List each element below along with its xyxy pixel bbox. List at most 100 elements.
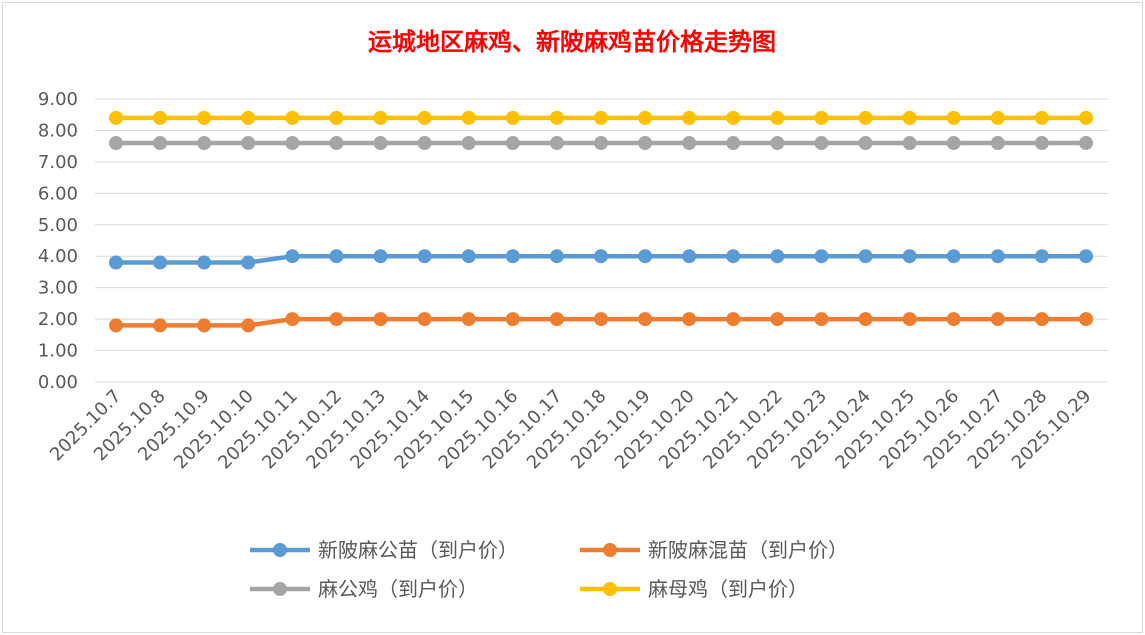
data-point — [109, 318, 123, 333]
data-point — [638, 249, 653, 264]
data-point — [329, 136, 344, 151]
data-point — [638, 110, 653, 125]
chart-title: 运城地区麻鸡、新陂麻鸡苗价格走势图 — [368, 27, 776, 56]
legend-swatch-marker — [603, 582, 617, 596]
series-lines — [109, 110, 1093, 333]
data-point — [505, 110, 520, 125]
y-tick-label: 7.00 — [38, 152, 78, 173]
data-point — [153, 136, 168, 151]
data-point — [153, 318, 168, 333]
data-point — [638, 136, 653, 151]
data-point — [1034, 312, 1049, 327]
data-point — [153, 110, 168, 125]
data-point — [505, 136, 520, 151]
data-point — [329, 110, 344, 125]
gridlines — [95, 98, 1108, 383]
legend-swatch-marker — [603, 543, 617, 557]
data-point — [241, 318, 256, 333]
data-point — [990, 249, 1005, 264]
data-point — [638, 312, 653, 327]
data-point — [726, 110, 741, 125]
legend-item: 麻公鸡（到户价） — [250, 577, 478, 601]
y-tick-label: 6.00 — [38, 183, 78, 204]
data-point — [770, 249, 785, 264]
data-point — [109, 255, 123, 270]
data-point — [197, 255, 212, 270]
series-group — [109, 249, 1093, 270]
data-point — [726, 312, 741, 327]
data-point — [990, 110, 1005, 125]
data-point — [770, 312, 785, 327]
data-point — [1034, 136, 1049, 151]
data-point — [109, 110, 123, 125]
data-point — [549, 249, 564, 264]
legend-swatch-marker — [273, 582, 287, 596]
data-point — [682, 136, 697, 151]
data-point — [373, 312, 388, 327]
data-point — [902, 249, 917, 264]
data-point — [153, 255, 168, 270]
y-tick-label: 0.00 — [38, 372, 78, 393]
data-point — [1079, 110, 1093, 125]
data-point — [329, 312, 344, 327]
data-point — [858, 136, 873, 151]
data-point — [1034, 249, 1049, 264]
legend-item: 新陂麻公苗（到户价） — [250, 538, 518, 562]
series-group — [109, 110, 1093, 125]
data-point — [814, 249, 829, 264]
data-point — [417, 312, 432, 327]
data-point — [682, 312, 697, 327]
data-point — [417, 249, 432, 264]
data-point — [461, 136, 476, 151]
legend: 新陂麻公苗（到户价） 新陂麻混苗（到户价） 麻公鸡（到户价） 麻母鸡（到户价） — [250, 538, 848, 601]
data-point — [946, 312, 961, 327]
data-point — [505, 312, 520, 327]
legend-swatch-marker — [273, 543, 287, 557]
x-axis-ticks: 2025.10.72025.10.82025.10.92025.10.10202… — [46, 386, 1096, 474]
data-point — [505, 249, 520, 264]
y-tick-label: 1.00 — [38, 341, 78, 362]
legend-label: 麻公鸡（到户价） — [318, 577, 478, 601]
data-point — [1079, 312, 1093, 327]
data-point — [549, 136, 564, 151]
data-point — [549, 110, 564, 125]
data-point — [241, 136, 256, 151]
y-tick-label: 2.00 — [38, 309, 78, 330]
data-point — [373, 249, 388, 264]
data-point — [594, 249, 608, 264]
data-point — [594, 136, 608, 151]
data-point — [285, 136, 300, 151]
data-point — [197, 110, 212, 125]
legend-label: 新陂麻混苗（到户价） — [648, 538, 848, 562]
data-point — [285, 110, 300, 125]
data-point — [814, 110, 829, 125]
data-point — [594, 110, 608, 125]
data-point — [990, 312, 1005, 327]
data-point — [285, 312, 300, 327]
data-point — [594, 312, 608, 327]
data-point — [461, 110, 476, 125]
data-point — [109, 136, 123, 151]
data-point — [990, 136, 1005, 151]
data-point — [902, 136, 917, 151]
data-point — [461, 312, 476, 327]
series-group — [109, 136, 1093, 151]
data-point — [197, 136, 212, 151]
data-point — [946, 136, 961, 151]
y-tick-label: 4.00 — [38, 246, 78, 267]
data-point — [902, 110, 917, 125]
data-point — [1079, 249, 1093, 264]
data-point — [241, 110, 256, 125]
data-point — [814, 136, 829, 151]
y-tick-label: 5.00 — [38, 215, 78, 236]
data-point — [858, 110, 873, 125]
data-point — [902, 312, 917, 327]
legend-item: 麻母鸡（到户价） — [580, 577, 808, 601]
data-point — [770, 136, 785, 151]
data-point — [814, 312, 829, 327]
data-point — [770, 110, 785, 125]
data-point — [858, 249, 873, 264]
data-point — [417, 110, 432, 125]
data-point — [726, 136, 741, 151]
series-group — [109, 312, 1093, 333]
